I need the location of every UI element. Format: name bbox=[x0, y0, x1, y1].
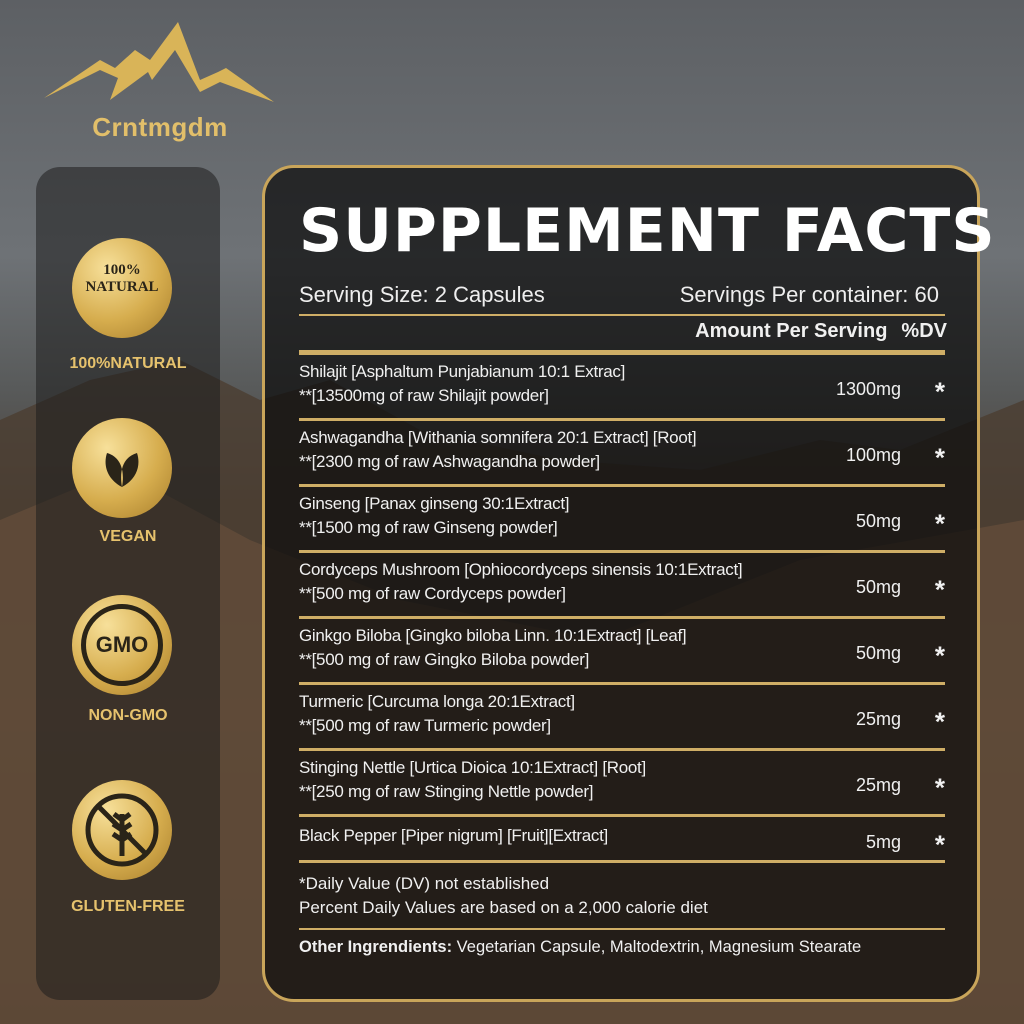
ingredient-dv: * bbox=[934, 772, 945, 803]
ingredient-raw: **[500 mg of raw Turmeric powder] bbox=[299, 716, 551, 735]
divider bbox=[299, 860, 945, 863]
ingredient-name: Cordyceps Mushroom [Ophiocordyceps sinen… bbox=[299, 560, 743, 579]
ingredient-dv: * bbox=[934, 508, 945, 539]
badges-sidebar: 100% NATURAL 100%NATURAL VEGAN GMO NON-G… bbox=[36, 167, 220, 1000]
ingredient-amount: 1300mg bbox=[835, 379, 901, 399]
ingredient-raw: **[500 mg of raw Gingko Biloba powder] bbox=[299, 650, 590, 669]
serving-info: Serving Size: 2 Capsules Servings Per co… bbox=[299, 282, 939, 308]
vegan-leaf-icon bbox=[72, 418, 172, 518]
ingredient-name: Turmeric [Curcuma longa 20:1Extract] bbox=[299, 692, 575, 711]
ingredient-row: Turmeric [Curcuma longa 20:1Extract] **[5… bbox=[299, 690, 951, 748]
mountain-logo-icon bbox=[44, 22, 274, 102]
badge-label: NON-GMO bbox=[88, 707, 168, 724]
table-header: Amount Per Serving %DV bbox=[681, 320, 947, 343]
divider bbox=[299, 550, 945, 553]
ingredient-name: Black Pepper [Piper nigrum] [Fruit][Extr… bbox=[299, 826, 608, 845]
ingredient-row: Ginkgo Biloba [Gingko biloba Linn. 10:1E… bbox=[299, 624, 951, 682]
ingredient-raw: **[2300 mg of raw Ashwagandha powder] bbox=[299, 452, 600, 471]
ingredient-amount: 5mg bbox=[865, 832, 901, 852]
ingredient-dv: * bbox=[934, 829, 945, 860]
dv-header: %DV bbox=[901, 320, 947, 342]
ingredient-row: Ginseng [Panax ginseng 30:1Extract] **[15… bbox=[299, 492, 951, 550]
gmo-text: GMO bbox=[81, 604, 163, 686]
divider bbox=[299, 418, 945, 421]
badge-label: GLUTEN-FREE bbox=[71, 898, 185, 915]
facts-title: SUPPLEMENT FACTS bbox=[299, 196, 996, 266]
footnote-dv: *Daily Value (DV) not established bbox=[299, 874, 550, 893]
natural-leaf-icon: 100% NATURAL bbox=[72, 238, 172, 338]
ingredient-raw: **[13500mg of raw Shilajit powder] bbox=[299, 386, 549, 405]
ingredient-raw: **[1500 mg of raw Ginseng powder] bbox=[299, 518, 558, 537]
divider bbox=[299, 748, 945, 751]
other-label: Other Ingrendients: bbox=[299, 938, 453, 956]
badge-label: VEGAN bbox=[99, 528, 157, 545]
other-ingredients: Other Ingrendients: Vegetarian Capsule, … bbox=[299, 938, 861, 957]
supplement-facts-panel: SUPPLEMENT FACTS Serving Size: 2 Capsule… bbox=[262, 165, 995, 1002]
divider bbox=[299, 350, 945, 355]
ingredient-dv: * bbox=[934, 706, 945, 737]
ingredient-dv: * bbox=[934, 640, 945, 671]
ingredient-name: Ashwagandha [Withania somnifera 20:1 Ext… bbox=[299, 428, 697, 447]
divider bbox=[299, 682, 945, 685]
ingredient-raw: **[500 mg of raw Cordyceps powder] bbox=[299, 584, 566, 603]
ingredient-amount: 25mg bbox=[855, 709, 901, 729]
ingredient-dv: * bbox=[934, 442, 945, 473]
ingredient-amount: 100mg bbox=[845, 445, 901, 465]
ingredient-name: Shilajit [Asphaltum Punjabianum 10:1 Ext… bbox=[299, 362, 626, 381]
divider bbox=[299, 616, 945, 619]
footnote-calorie: Percent Daily Values are based on a 2,00… bbox=[299, 898, 708, 917]
other-value: Vegetarian Capsule, Maltodextrin, Magnes… bbox=[452, 938, 862, 956]
ingredient-name: Stinging Nettle [Urtica Dioica 10:1Extra… bbox=[299, 758, 646, 777]
badge-label: 100%NATURAL bbox=[69, 355, 187, 372]
brand-logo: Crntmgdm bbox=[40, 20, 280, 170]
ingredient-name: Ginkgo Biloba [Gingko biloba Linn. 10:1E… bbox=[299, 626, 687, 645]
ingredient-raw: **[250 mg of raw Stinging Nettle powder] bbox=[299, 782, 594, 801]
no-gmo-icon: GMO bbox=[72, 595, 172, 695]
divider bbox=[299, 314, 945, 316]
no-gluten-wheat-icon bbox=[72, 780, 172, 880]
serving-size: Serving Size: 2 Capsules bbox=[299, 282, 545, 307]
ingredient-row: Stinging Nettle [Urtica Dioica 10:1Extra… bbox=[299, 756, 951, 814]
ingredient-row: Shilajit [Asphaltum Punjabianum 10:1 Ext… bbox=[299, 360, 951, 418]
divider bbox=[299, 484, 945, 487]
ingredient-row: Black Pepper [Piper nigrum] [Fruit][Extr… bbox=[299, 824, 951, 860]
natural-seal-text: 100% NATURAL bbox=[85, 262, 159, 295]
ingredient-row: Ashwagandha [Withania somnifera 20:1 Ext… bbox=[299, 426, 951, 484]
amount-header: Amount Per Serving bbox=[695, 320, 888, 342]
divider bbox=[299, 928, 945, 930]
ingredient-amount: 50mg bbox=[855, 643, 901, 663]
ingredient-amount: 50mg bbox=[855, 577, 901, 597]
ingredient-dv: * bbox=[934, 376, 945, 407]
ingredient-row: Cordyceps Mushroom [Ophiocordyceps sinen… bbox=[299, 558, 951, 616]
brand-name: Crntmgdm bbox=[92, 112, 228, 142]
ingredient-name: Ginseng [Panax ginseng 30:1Extract] bbox=[299, 494, 570, 513]
footnote: *Daily Value (DV) not established Percen… bbox=[299, 872, 708, 920]
ingredient-dv: * bbox=[934, 574, 945, 605]
ingredient-amount: 25mg bbox=[855, 775, 901, 795]
ingredient-amount: 50mg bbox=[855, 511, 901, 531]
divider bbox=[299, 814, 945, 817]
servings-per-container: Servings Per container: 60 bbox=[679, 282, 939, 307]
